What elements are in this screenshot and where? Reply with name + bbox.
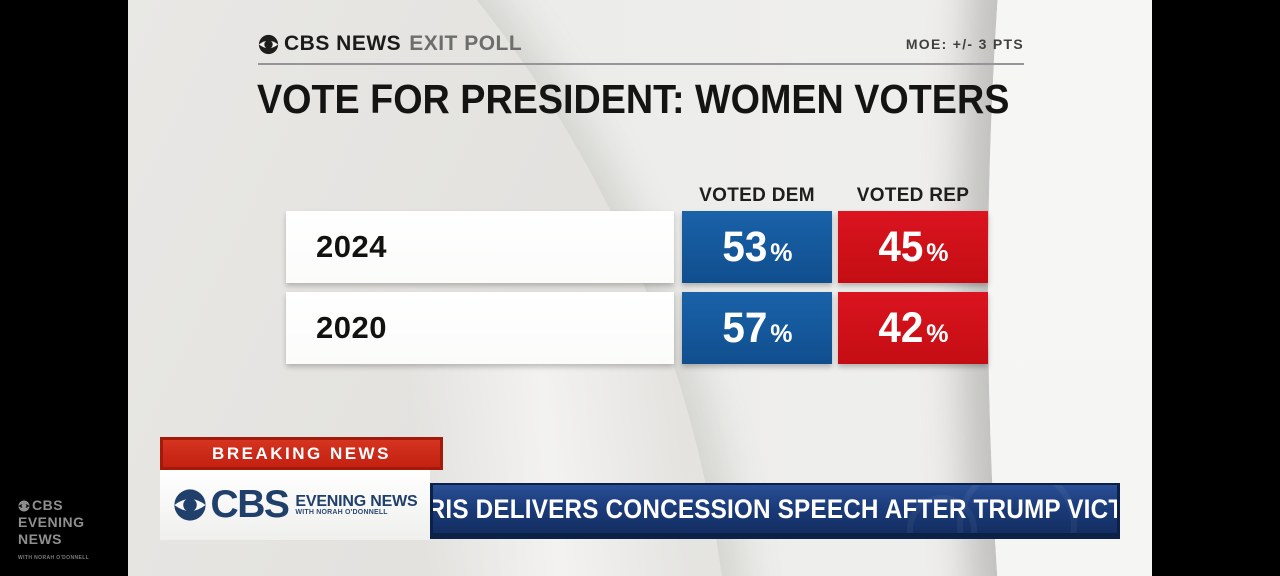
graphic-area: CBS NEWS EXIT POLL MOE: +/- 3 PTS VOTE F… <box>128 0 1152 576</box>
rep-value-2020: 42 % <box>838 292 988 364</box>
rep-percent-number: 45 <box>878 223 924 271</box>
year-label-2024: 2024 <box>286 211 674 283</box>
cbs-eye-icon <box>18 500 30 511</box>
rep-value-2024: 45 % <box>838 211 988 283</box>
background-swoosh-bright <box>988 0 1152 576</box>
year-text: 2020 <box>316 310 387 345</box>
exit-poll-header: CBS NEWS EXIT POLL MOE: +/- 3 PTS <box>258 32 1024 56</box>
headline-bar: HARRIS DELIVERS CONCESSION SPEECH AFTER … <box>430 483 1120 539</box>
breaking-news-label: BREAKING NEWS <box>212 443 391 463</box>
watermark-line1: EVENING <box>18 514 85 530</box>
year-label-2020: 2020 <box>286 292 674 364</box>
watermark-subtitle: WITH NORAH O'DONNELL <box>18 555 90 561</box>
show-logo-box: CBS EVENING NEWS WITH NORAH O'DONNELL <box>160 470 430 540</box>
percent-sign: % <box>770 239 793 267</box>
breaking-news-banner: BREAKING NEWS <box>160 437 443 470</box>
margin-of-error-note: MOE: +/- 3 PTS <box>905 36 1024 52</box>
letterbox-right <box>1152 0 1280 576</box>
headline-text: HARRIS DELIVERS CONCESSION SPEECH AFTER … <box>430 493 1117 524</box>
program-name: EXIT POLL <box>409 32 523 55</box>
channel-watermark: CBS EVENING NEWS WITH NORAH O'DONNELL <box>18 497 89 567</box>
watermark-line2: NEWS <box>18 531 62 547</box>
page-title: VOTE FOR PRESIDENT: WOMEN VOTERS <box>257 76 1010 122</box>
show-subtitle: WITH NORAH O'DONNELL <box>295 509 388 516</box>
dem-value-2020: 57 % <box>682 292 832 364</box>
show-name: EVENING NEWS <box>295 493 418 510</box>
letterbox-left: CBS EVENING NEWS WITH NORAH O'DONNELL <box>0 0 128 576</box>
brand-name: CBS NEWS <box>284 32 402 55</box>
cbs-news-exit-poll-logo: CBS NEWS EXIT POLL <box>258 32 522 56</box>
cbs-eye-icon <box>258 34 279 54</box>
rep-percent-number: 42 <box>878 304 924 352</box>
cbs-eye-icon <box>173 489 206 521</box>
watermark-brand: CBS <box>32 497 64 513</box>
dem-value-2024: 53 % <box>682 211 832 283</box>
column-header-rep: VOTED REP <box>856 185 970 206</box>
percent-sign: % <box>770 320 793 348</box>
column-header-dem: VOTED DEM <box>699 185 815 206</box>
year-text: 2024 <box>316 229 387 264</box>
show-brand: CBS <box>210 483 290 526</box>
dem-percent-number: 57 <box>722 304 768 352</box>
percent-sign: % <box>926 239 949 267</box>
percent-sign: % <box>926 320 949 348</box>
show-name-stack: EVENING NEWS WITH NORAH O'DONNELL <box>295 493 418 517</box>
header-divider <box>258 63 1024 65</box>
watermark-brand-row: CBS <box>18 497 89 514</box>
dem-percent-number: 53 <box>722 223 768 271</box>
